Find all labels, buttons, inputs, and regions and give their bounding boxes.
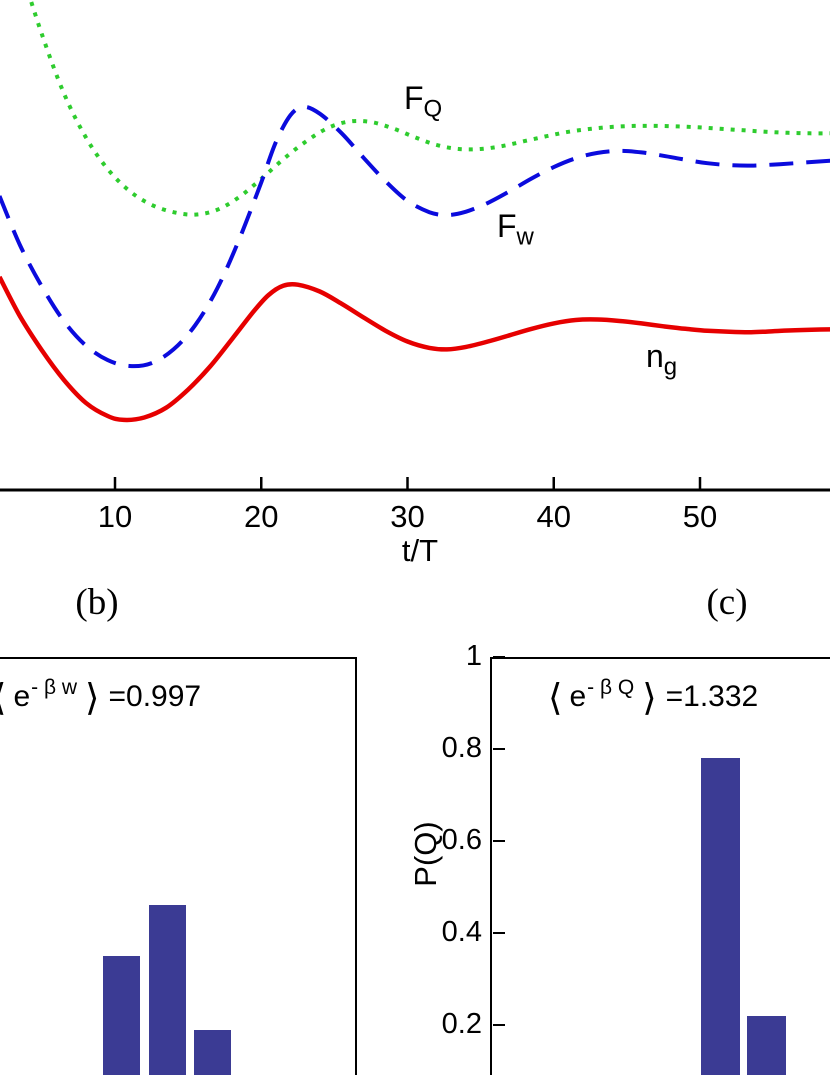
annotation-base: e bbox=[569, 680, 586, 713]
panel-c-label: (c) bbox=[687, 581, 767, 624]
x-tick-label: 10 bbox=[98, 499, 132, 534]
panel-c-annotation: ⟨e- β Q ⟩ =1.332 bbox=[548, 676, 758, 719]
curve-label-FQ: FQ bbox=[404, 80, 442, 123]
curve-label-ng-main: n bbox=[646, 338, 664, 374]
panel-b-annotation: ⟨e- β w ⟩ =0.997 bbox=[0, 676, 201, 719]
y-tick bbox=[493, 748, 505, 751]
curve-label-FQ-sub: Q bbox=[424, 95, 443, 122]
panel-c-axes-box bbox=[490, 657, 830, 1075]
angle-bracket-close: ⟩ bbox=[642, 677, 656, 718]
x-axis-label: t/T bbox=[370, 533, 470, 569]
angle-bracket-close: ⟩ bbox=[85, 677, 99, 718]
annotation-exponent: - β w bbox=[31, 676, 77, 699]
annotation-base: e bbox=[13, 680, 30, 713]
y-tick-label: 1 bbox=[420, 640, 482, 673]
y-tick-label: 0.4 bbox=[420, 916, 482, 949]
angle-bracket-open: ⟨ bbox=[548, 677, 562, 718]
panel-b-label: (b) bbox=[57, 581, 137, 624]
y-tick bbox=[493, 840, 505, 843]
annotation-value: =1.332 bbox=[666, 680, 759, 713]
bar bbox=[194, 1030, 231, 1075]
bar bbox=[701, 758, 740, 1075]
x-tick-label: 30 bbox=[390, 499, 424, 534]
y-tick-label: 0.6 bbox=[420, 824, 482, 857]
curve-label-FQ-main: F bbox=[404, 80, 424, 116]
curve-n_g bbox=[0, 277, 830, 420]
curve-label-Fw-sub: w bbox=[517, 223, 534, 250]
y-tick-label: 0.8 bbox=[420, 732, 482, 765]
y-tick bbox=[493, 1024, 505, 1027]
curve-label-ng: ng bbox=[646, 338, 677, 381]
x-tick-label: 50 bbox=[683, 499, 717, 534]
y-tick-label: 0.2 bbox=[420, 1008, 482, 1041]
bar bbox=[747, 1016, 786, 1075]
x-tick-label: 40 bbox=[537, 499, 571, 534]
figure: 1020304050 FQ Fw ng t/T (b) (c) ⟨e- β w⟩… bbox=[0, 0, 830, 1075]
y-tick bbox=[493, 932, 505, 935]
curve-label-ng-sub: g bbox=[664, 353, 677, 380]
curve-F_w bbox=[0, 107, 830, 366]
annotation-value: =0.997 bbox=[108, 680, 201, 713]
angle-bracket-open: ⟨ bbox=[0, 677, 6, 718]
annotation-exponent: - β Q bbox=[587, 676, 634, 699]
curve-label-Fw: Fw bbox=[497, 208, 534, 251]
x-tick-label: 20 bbox=[244, 499, 278, 534]
bar bbox=[103, 956, 140, 1075]
bar bbox=[149, 905, 186, 1075]
y-tick bbox=[493, 656, 505, 659]
curve-label-Fw-main: F bbox=[497, 208, 517, 244]
